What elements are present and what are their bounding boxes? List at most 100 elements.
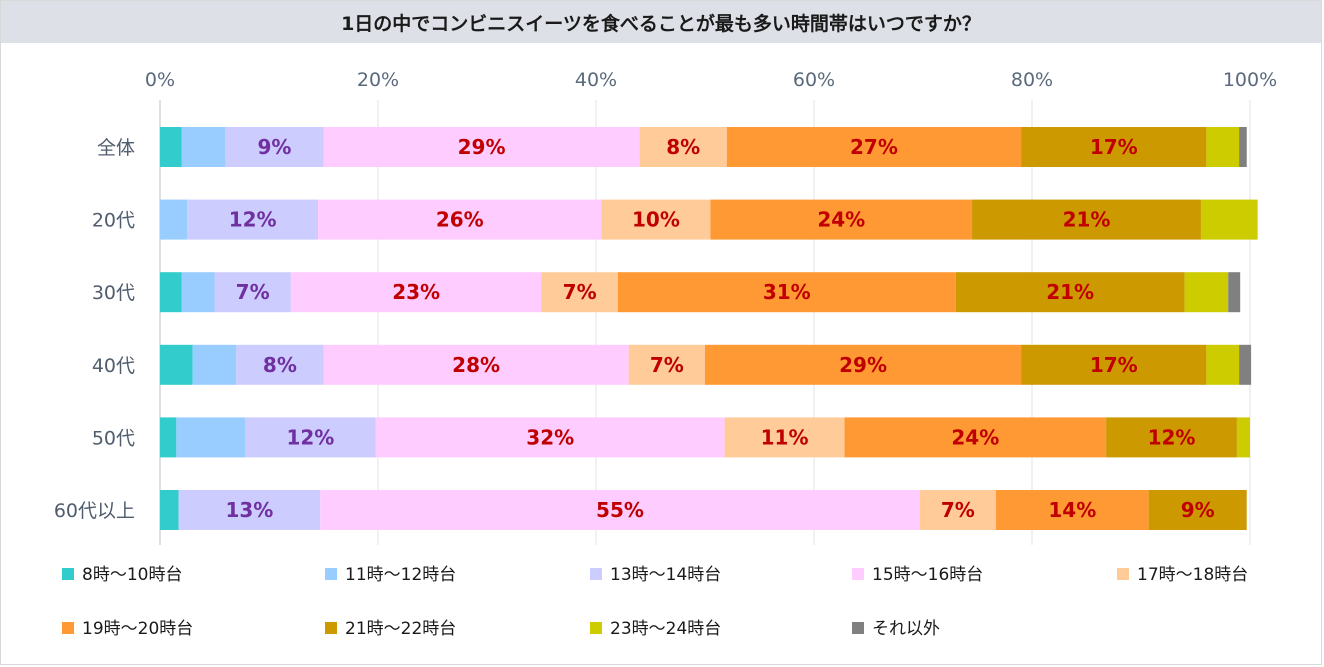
data-label: 9% [1181,498,1215,522]
data-label: 21% [1063,208,1111,232]
bar-segment [919,490,997,530]
legend-swatch [62,568,74,580]
bar-segment [160,490,179,530]
bar-segment [1148,490,1247,530]
data-label: 24% [817,208,865,232]
bar-segment [617,272,956,313]
data-label: 23% [392,280,440,304]
legend-swatch [62,622,74,634]
bar-segment [181,127,226,167]
bar-segment [160,417,177,458]
bar-segment [844,417,1107,458]
legend-swatch [325,622,337,634]
bar-segment [601,199,711,240]
bar-segment [323,344,629,385]
bar-segment [176,417,246,458]
data-label: 13% [225,498,273,522]
legend-label: 17時～18時台 [1137,565,1248,585]
bar-segment [214,272,291,313]
data-label: 29% [839,353,887,377]
bar-segment [1236,417,1250,458]
data-label: 21% [1046,280,1094,304]
bar-segment [955,272,1185,313]
bar-segment [1021,127,1207,167]
bar-segment [160,272,182,313]
bar-segment [1206,344,1240,385]
category-label: 50代 [92,427,135,449]
category-label: 40代 [92,355,135,377]
bar-segment [160,344,193,385]
data-label: 32% [526,425,574,449]
bar-segment [181,272,215,313]
bar-segment [628,344,705,385]
bar-segment [1200,199,1258,240]
data-label: 12% [229,208,277,232]
legend-label: 23時～24時台 [610,619,721,639]
data-label: 55% [596,498,644,522]
data-label: 26% [436,208,484,232]
legend-swatch [325,568,337,580]
x-tick-label: 20% [357,69,399,91]
data-label: 12% [1148,425,1196,449]
data-label: 9% [257,135,291,159]
bar-segment [160,199,188,240]
bar-segment [225,127,324,167]
bar-segment [375,417,725,458]
data-label: 24% [951,425,999,449]
bar-segment [290,272,542,313]
x-tick-label: 80% [1011,69,1053,91]
legend-label: それ以外 [872,619,940,639]
legend-label: 21時～22時台 [345,619,456,639]
legend-label: 8時～10時台 [82,565,182,585]
bar-segment [178,490,321,530]
bar-segment [1184,272,1229,313]
data-label: 27% [850,135,898,159]
category-label: 全体 [97,137,135,159]
category-label: 60代以上 [54,500,135,522]
data-label: 29% [458,135,506,159]
bar-segment [639,127,727,167]
bar-segment [187,199,319,240]
x-tick-label: 40% [575,69,617,91]
x-tick-label: 0% [145,69,175,91]
legend-swatch [590,622,602,634]
bar-segment [541,272,618,313]
bar-segment [323,127,640,167]
category-label: 20代 [92,210,135,232]
bar-segment [1239,344,1252,385]
data-label: 11% [761,425,809,449]
legend-swatch [852,568,864,580]
data-label: 12% [286,425,334,449]
bar-segment [972,199,1201,240]
bar-segment [192,344,237,385]
legend-label: 15時～16時台 [872,565,983,585]
data-label: 10% [632,208,680,232]
data-label: 7% [563,280,597,304]
legend-swatch [1117,568,1129,580]
data-label: 17% [1090,135,1138,159]
bar-segment [1228,272,1241,313]
bar-segment [318,199,602,240]
bar-segment [705,344,1022,385]
legend-swatch [852,622,864,634]
legend-label: 11時～12時台 [345,565,456,585]
data-label: 8% [666,135,700,159]
category-label: 30代 [92,282,135,304]
bar-segment [724,417,845,458]
data-label: 31% [763,280,811,304]
legend-label: 13時～14時台 [610,565,721,585]
bar-segment [1021,344,1207,385]
data-label: 28% [452,353,500,377]
x-tick-label: 60% [793,69,835,91]
legend-label: 19時～20時台 [82,619,193,639]
data-label: 7% [236,280,270,304]
bar-segment [996,490,1149,530]
bar-segment [1206,127,1240,167]
bar-segment [726,127,1022,167]
chart-title: 1日の中でコンビニスイーツを食べることが最も多い時間帯はいつですか？ [1,1,1321,43]
data-label: 8% [263,353,297,377]
legend-swatch [590,568,602,580]
bar-segment [320,490,920,530]
